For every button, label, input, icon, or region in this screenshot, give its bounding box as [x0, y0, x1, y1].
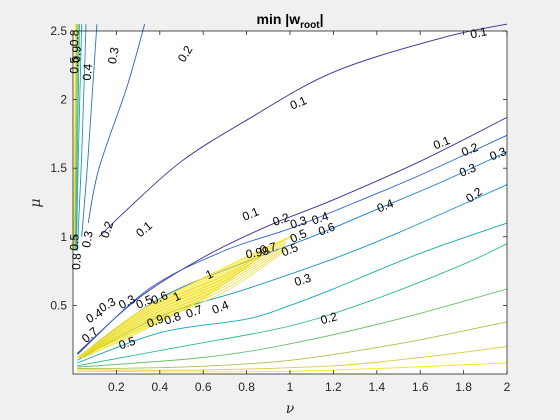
contour-label-6: 0.3	[79, 230, 96, 249]
yellow-band-region	[76, 235, 294, 358]
y-axis-ticks: 0.511.522.5	[50, 24, 507, 312]
y-axis-label: μ	[28, 198, 44, 207]
band-contour-6	[79, 239, 286, 358]
x-tick-label: 1	[287, 380, 294, 394]
contour-label-12: 0.8	[69, 253, 84, 270]
chart-title: min |wroot|	[257, 11, 324, 31]
contour-label-17: 0.5	[288, 226, 309, 246]
contour-upper-0-4	[76, 24, 87, 251]
contour-label-16: 0.4	[310, 209, 331, 228]
x-tick-label: 0.4	[151, 380, 168, 394]
band-contour-4	[79, 242, 286, 358]
x-tick-label: 2	[504, 380, 511, 394]
x-axis-ticks: 0.2 0.4 0.6 0.8 1 1.2 1.4 1.6 1.8 2	[108, 31, 511, 394]
contour-label-38: 0.5	[134, 292, 155, 312]
contour-label-29: 0.4	[210, 298, 231, 317]
contour-label-30: 0.2	[319, 309, 339, 327]
contour-label-21: 0.1	[431, 133, 452, 152]
contour-label-9: 0.8	[67, 29, 82, 46]
contour-label-23: 0.3	[488, 144, 509, 163]
x-tick-label: 1.6	[412, 380, 429, 394]
band-contour-3	[79, 244, 286, 358]
contour-label-31: 0.5	[117, 334, 138, 353]
band-contour-0	[79, 250, 286, 358]
contour-label-10: 0.9	[69, 45, 84, 62]
contour-label-39: 0.6	[149, 288, 170, 307]
contour-label-24: 0.3	[457, 160, 478, 179]
contour-label-8: 0.5	[67, 56, 82, 73]
band-contour-1	[79, 248, 286, 358]
contour-lower-0-3	[77, 151, 508, 358]
contour-label-7: 0.4	[80, 63, 95, 81]
contour-label-4: 0.3	[105, 46, 122, 65]
y-tick-label: 2.5	[50, 24, 67, 38]
band-fill	[76, 235, 294, 358]
y-tick-label: 1.5	[50, 161, 67, 175]
contour-label-20: 0.7	[258, 239, 278, 257]
contour-label-0: 0.1	[469, 24, 489, 41]
contour-lower-0-9	[77, 346, 508, 371]
x-tick-label: 1.4	[368, 380, 385, 394]
contour-upper-0-7	[74, 24, 79, 251]
contour-lower-0-8	[77, 321, 508, 369]
contour-label-11: 0.5	[67, 233, 82, 250]
x-tick-label: 1.8	[455, 380, 472, 394]
y-tick-label: 2	[60, 93, 67, 107]
contour-upper-1	[73, 24, 77, 251]
contour-lower-0-5	[77, 222, 508, 364]
contour-label-15: 0.3	[288, 213, 309, 232]
contour-upper-0-8	[74, 24, 78, 251]
contour-label-13: 0.1	[240, 204, 261, 223]
contour-label-26: 0.4	[375, 196, 396, 215]
contour-label-1: 0.1	[288, 93, 309, 112]
contour-label-22: 0.2	[459, 140, 480, 159]
x-axis-label: ν	[286, 401, 295, 417]
contour-label-28: 0.3	[293, 271, 314, 290]
contour-upper-0-5	[75, 24, 83, 251]
contour-lower-0-2	[76, 134, 508, 356]
contour-label-33: 0.9	[145, 312, 166, 331]
contour-upper-0-3	[81, 24, 98, 237]
x-tick-label: 0.2	[108, 380, 125, 394]
band-contour-5	[79, 241, 286, 358]
y-tick-label: 1	[60, 230, 67, 244]
contour-label-32: 0.8	[162, 309, 183, 328]
contour-label-27: 0.5	[279, 240, 300, 259]
x-tick-label: 0.8	[238, 380, 255, 394]
contour-label-18: 0.6	[316, 220, 337, 239]
contour-lower-0-1	[77, 116, 508, 354]
contour-label-5: 0.2	[97, 219, 116, 240]
contour-label-19: 0.99	[245, 244, 271, 262]
contour-label-34: 0.7	[184, 302, 205, 321]
x-tick-label: 0.6	[195, 380, 212, 394]
contour-lower-0-6	[77, 243, 508, 367]
contour-lower-0-7	[77, 288, 508, 368]
contour-upper-0-2	[87, 23, 146, 224]
contour-label-14: 0.2	[271, 210, 292, 229]
contour-upper-0-1	[98, 23, 508, 238]
band-contour-2	[79, 246, 286, 358]
contour-lines	[73, 23, 508, 373]
contour-upper-0-6	[75, 24, 80, 251]
y-tick-label: 0.5	[50, 298, 67, 312]
x-tick-label: 1.2	[325, 380, 342, 394]
